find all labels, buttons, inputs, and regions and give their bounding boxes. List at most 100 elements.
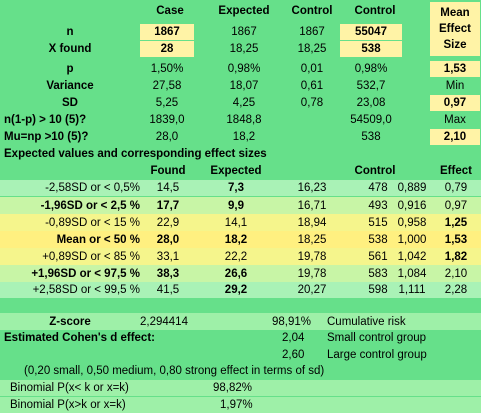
cell: 20,27 [297,284,327,296]
control-x-input[interactable]: 538 [361,43,381,55]
header-control-3: Control [354,165,396,177]
cell: 515 [368,216,388,229]
cell: 478 [368,182,388,194]
header-row: Case Expected Control Control [0,3,481,19]
table-row: n(1-p) > 10 (5)? 1839,0 1848,8 54509,0 M… [0,112,481,128]
row-label: +2,58SD or < 99,5 % [32,284,140,296]
cell: 1867 [299,26,325,38]
cell: 19,78 [297,267,327,280]
case-n-input[interactable]: 1867 [154,26,180,38]
mean-effect-size-title: Mean [440,7,470,19]
cell: 0,889 [397,182,427,194]
binomial-ge-label: Binomial P(x>k or x=k) [10,399,126,411]
cell: 0,78 [300,97,324,109]
cell: 22,9 [156,216,180,229]
cell: 22,2 [224,250,248,263]
table-row: Variance 27,58 18,07 0,61 532,7 Min [0,78,481,94]
cohen-small-label: Small control group [327,332,427,344]
binomial-ge-value: 1,97% [220,399,253,411]
row-label: +0,89SD or < 85 % [42,250,140,263]
table-row: -2,58SD or < 0,5% 14,5 7,3 16,23 478 0,8… [0,180,481,196]
header-found: Found [150,165,186,177]
cell: 538 [368,233,388,246]
mean-effect-size-title-2: Effect [439,23,471,35]
cell: 41,5 [156,284,180,296]
table-row: -1,96SD or < 2,5 % 17,7 9,9 16,71 493 0,… [0,197,481,214]
header-expected: Expected [218,5,270,17]
cell: 1,042 [397,250,427,263]
cell: 1,82 [444,250,468,263]
cohen-small-value: 2,04 [282,332,305,344]
binomial-le-value: 98,82% [213,382,253,394]
cell: 1,000 [397,233,427,246]
cell: 16,23 [297,182,327,194]
cohen-title: Estimated Cohen's d effect: [4,332,155,344]
z-score-label: Z-score [49,315,91,328]
z-score-value: 2,294414 [140,315,188,328]
cell: 33,1 [156,250,180,263]
cell: 38,3 [156,267,180,280]
cell: 54509,0 [350,114,392,126]
row-label: +1,96SD or < 97,5 % [31,267,140,280]
cell: 18,2 [232,131,256,143]
cell: 1,111 [398,284,426,296]
cell: 28,0 [155,131,179,143]
binomial-row: Binomial P(x>k or x=k) 1,97% [0,397,481,413]
cell: 0,958 [397,216,427,229]
table-row: +2,58SD or < 99,5 % 41,5 29,2 20,27 598 … [0,282,481,298]
table-row: X found 28 18,25 18,25 538 [0,41,481,57]
cell: 5,25 [155,97,179,109]
cell: 0,79 [444,182,468,194]
case-x-input[interactable]: 28 [160,43,174,55]
table-row: p 1,50% 0,98% 0,01 0,98% 1,53 [0,61,481,77]
cell: 26,6 [224,267,248,280]
cell: 16,71 [297,199,327,212]
cell: 18,94 [297,216,327,229]
cell: 1,25 [444,216,468,229]
cell: 29,2 [224,284,248,296]
cell: 583 [368,267,388,280]
cell: 0,98% [227,63,261,75]
control-n-input[interactable]: 55047 [355,26,387,38]
cell: 598 [368,284,388,296]
cell: 2,28 [444,284,468,296]
row-label: n(1-p) > 10 (5)? [4,114,87,126]
sub-header-row: Found Expected Control Effect [0,163,481,179]
cell: 19,78 [297,250,327,263]
cell: 1848,8 [226,114,262,126]
cell: 17,7 [156,199,180,212]
table-row: +0,89SD or < 85 % 33,1 22,2 19,78 561 1,… [0,248,481,265]
cell: 18,25 [297,43,327,55]
z-score-row: Z-score 2,294414 98,91% Cumulative risk [0,313,481,330]
cell: 14,1 [224,216,248,229]
cell: 2,10 [444,267,468,280]
table-row: Mu=np >10 (5)? 28,0 18,2 538 2,10 [0,129,481,145]
cell: 0,916 [397,199,427,212]
table-row: Mean or < 50 % 28,0 18,2 18,25 538 1,000… [0,231,481,248]
min-label: Min [445,80,465,92]
cohen-large-label: Large control group [327,349,427,361]
row-label: Variance [46,80,94,92]
cell: 23,08 [356,97,386,109]
table-row: n 1867 1867 1867 55047 [0,24,481,40]
header-expected-2: Expected [210,165,262,177]
cell: 538 [361,131,381,143]
table-row: -0,89SD or < 15 % 22,9 14,1 18,94 515 0,… [0,214,481,231]
max-value: 2,10 [443,131,467,143]
mean-effect-size-title-3: Size [443,39,467,51]
cohen-note: (0,20 small, 0,50 medium, 0,80 strong ef… [24,365,325,377]
header-case: Case [156,5,184,17]
cell: 493 [368,199,388,212]
cell: 561 [368,250,388,263]
row-label: Mu=np >10 (5)? [4,131,89,143]
binomial-row: Binomial P(x< k or x=k) 98,82% [0,380,481,396]
cell: 18,25 [229,43,259,55]
cell: 532,7 [356,80,386,92]
min-value: 0,97 [443,97,467,109]
binomial-le-label: Binomial P(x< k or x=k) [10,382,129,394]
row-label: -1,96SD or < 2,5 % [40,199,140,212]
cell: 4,25 [232,97,256,109]
cell: 27,58 [152,80,182,92]
section-title: Expected values and corresponding effect… [4,148,267,160]
